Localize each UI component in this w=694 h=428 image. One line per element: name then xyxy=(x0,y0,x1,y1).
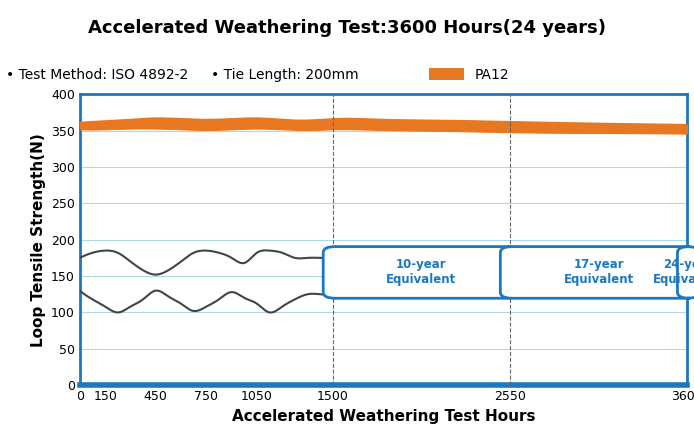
FancyBboxPatch shape xyxy=(677,247,694,298)
Text: Accelerated Weathering Test:3600 Hours(24 years): Accelerated Weathering Test:3600 Hours(2… xyxy=(88,19,606,37)
Text: • Test Method: ISO 4892-2: • Test Method: ISO 4892-2 xyxy=(6,68,188,82)
Text: • Tie Length: 200mm: • Tie Length: 200mm xyxy=(211,68,358,82)
Text: 17-year
Equivalent: 17-year Equivalent xyxy=(564,259,634,286)
Legend: PA12: PA12 xyxy=(423,62,515,87)
FancyBboxPatch shape xyxy=(323,247,520,298)
Y-axis label: Loop Tensile Strength(N): Loop Tensile Strength(N) xyxy=(31,133,46,347)
X-axis label: Accelerated Weathering Test Hours: Accelerated Weathering Test Hours xyxy=(232,409,535,424)
Text: 24-year
Equivalent: 24-year Equivalent xyxy=(653,259,694,286)
Text: 10-year
Equivalent: 10-year Equivalent xyxy=(387,259,457,286)
FancyBboxPatch shape xyxy=(500,247,694,298)
